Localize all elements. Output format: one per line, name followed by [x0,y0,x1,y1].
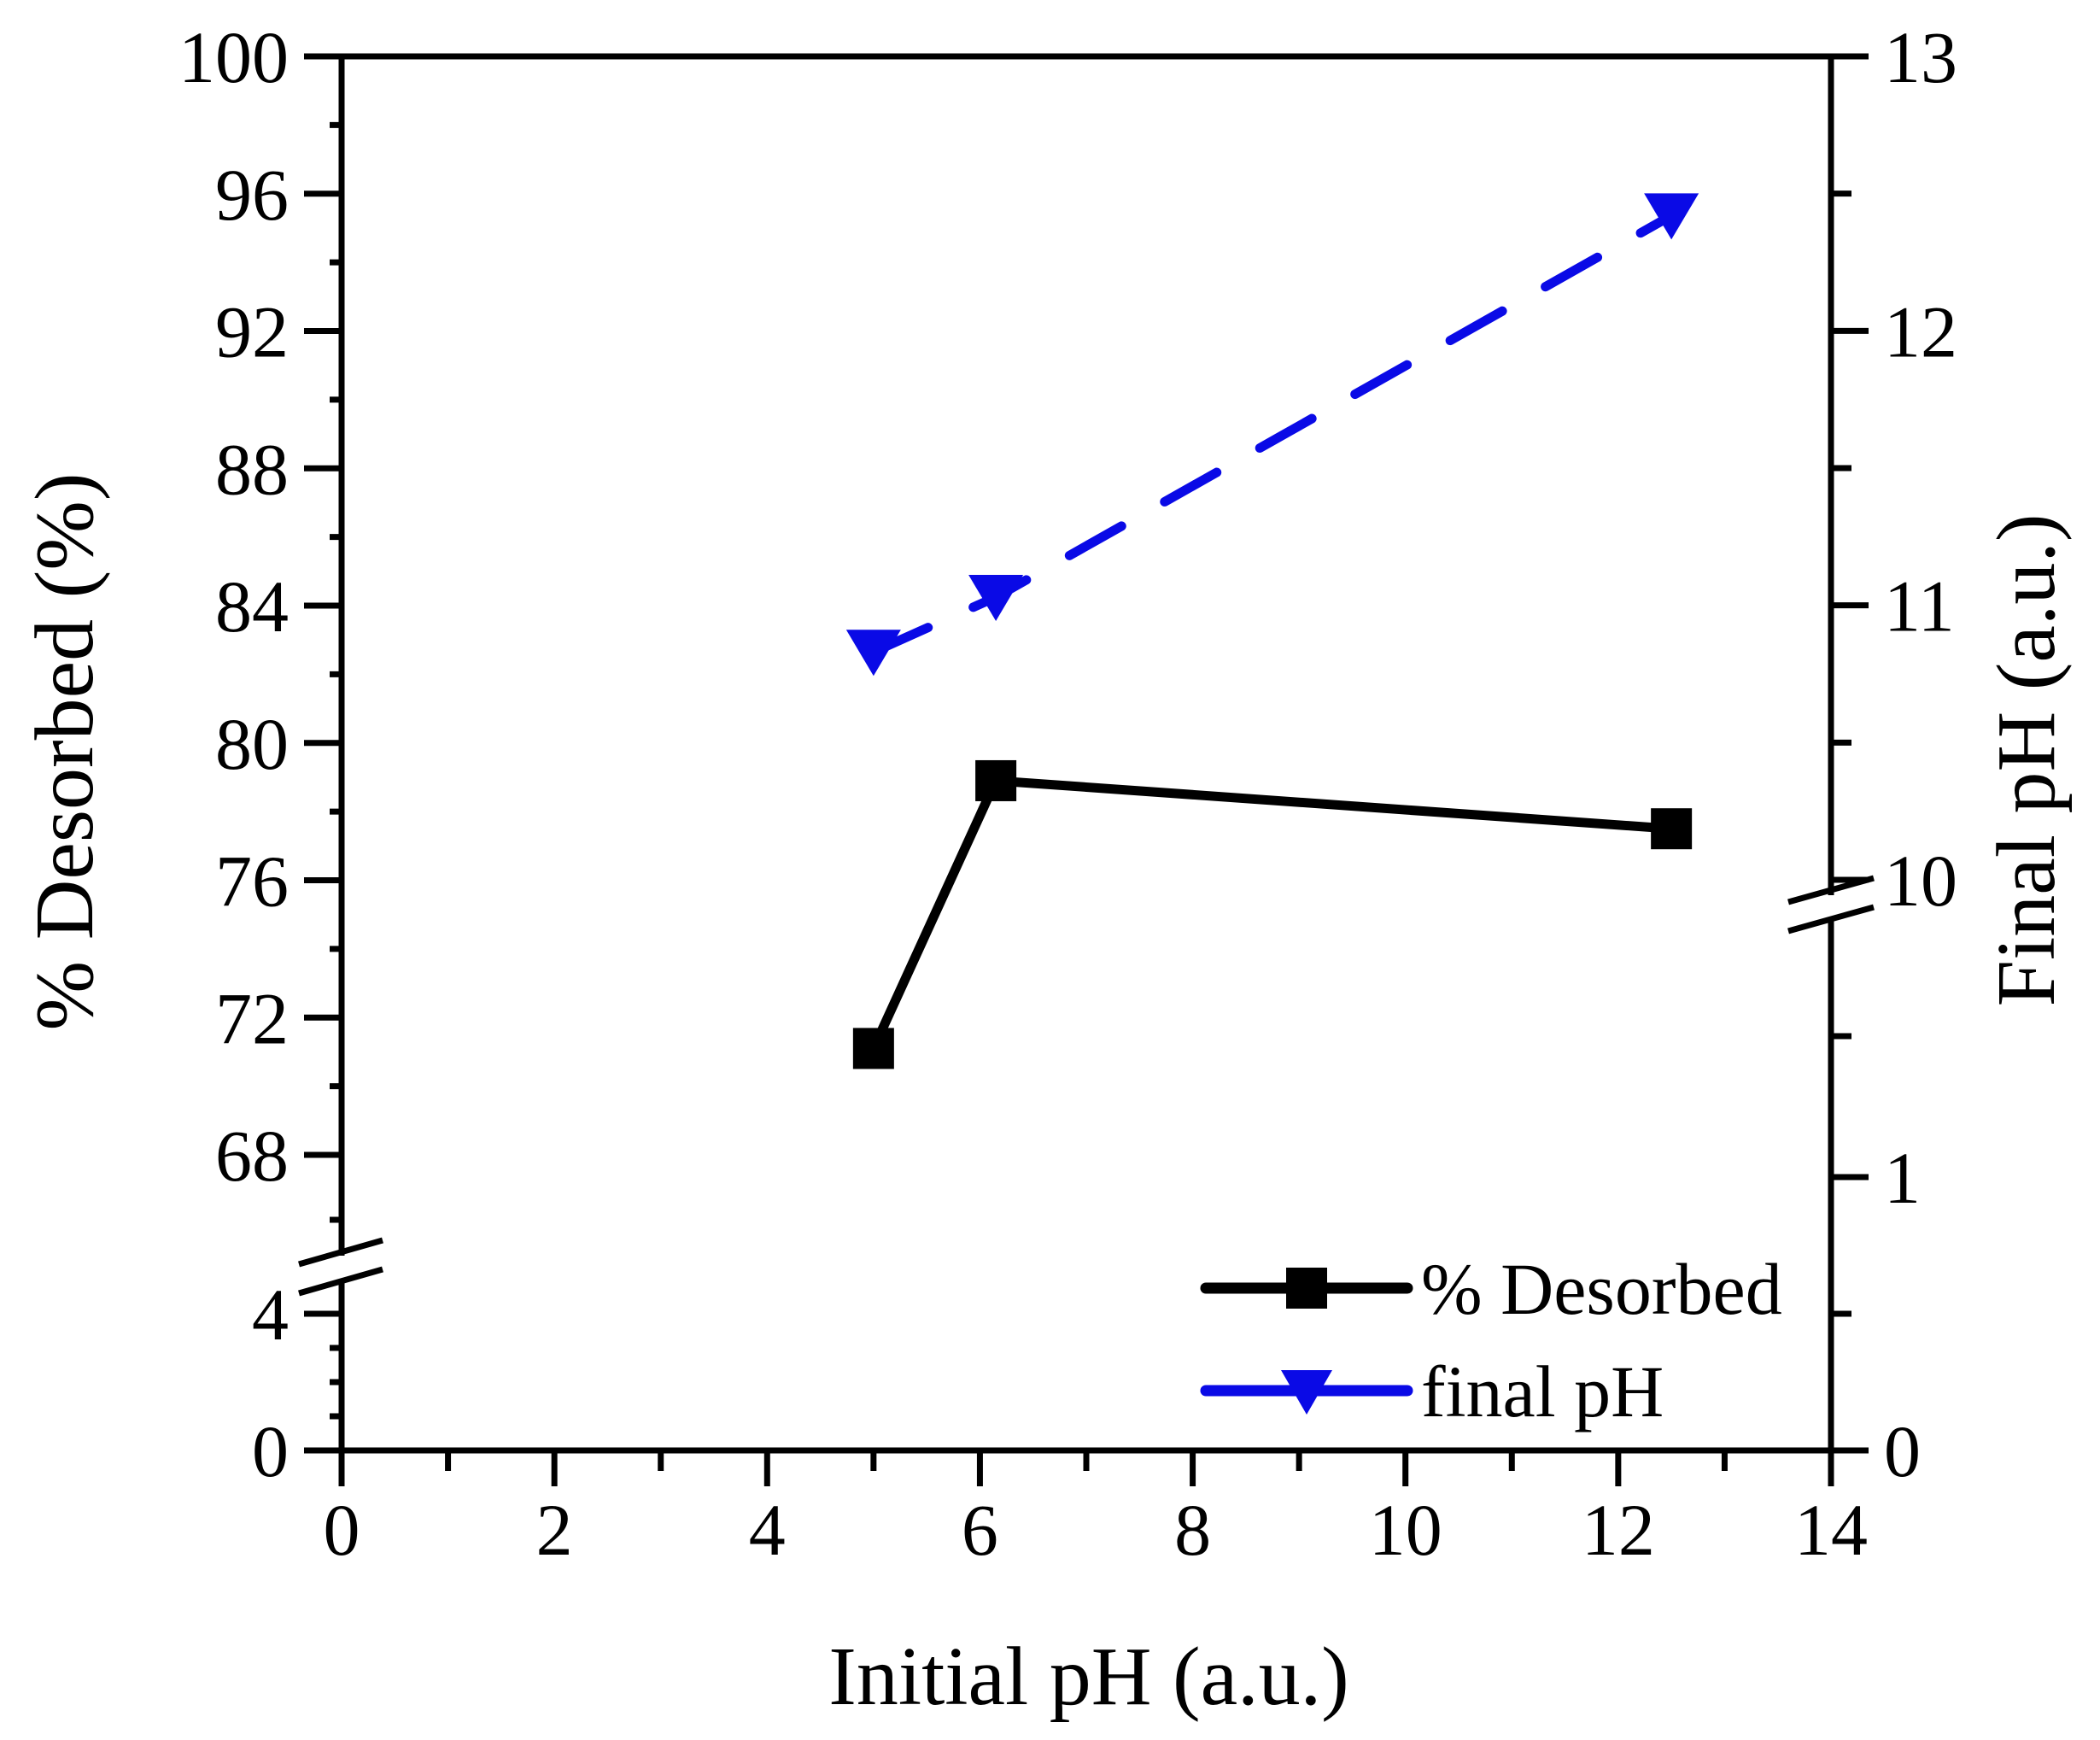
legend-item-final-ph: final pH [1200,1350,1664,1432]
left-y-axis-title: % Desorbed (%) [19,472,111,1030]
left-y-tick-label: 96 [215,154,289,236]
data-point-triangle [1644,193,1699,240]
x-tick-label: 14 [1794,1489,1868,1571]
left-y-tick-label: 84 [215,565,289,647]
right-y-tick-label: 10 [1884,840,1957,922]
x-axis-title: Initial pH (a.u.) [828,1631,1349,1723]
right-y-tick-label: 0 [1884,1410,1921,1492]
right-y-axis-title: Final pH (a.u.) [1980,514,2073,1007]
left-y-tick-label: 4 [252,1274,289,1356]
data-point-square [975,759,1017,801]
legend-label-final-ph: final pH [1421,1350,1664,1432]
left-y-tick-label: 68 [215,1115,289,1197]
x-tick-label: 10 [1369,1489,1442,1571]
right-y-tick-label: 12 [1884,290,1957,372]
legend: % Desorbed final pH [1200,1248,1782,1432]
data-point-square [1651,808,1693,850]
x-tick-label: 6 [962,1489,998,1571]
left-axis-break-mark [298,1266,383,1297]
right-y-tick-label: 13 [1884,16,1957,98]
series-layer [845,193,1699,1069]
left-axis-break-mark [298,1237,383,1268]
left-y-tick-label: 88 [215,428,289,510]
legend-marker-desorbed [1286,1268,1327,1309]
series-line [869,776,1676,1053]
x-tick-label: 12 [1582,1489,1655,1571]
right-axis-break-mark [1787,875,1875,905]
right-axis-break-mark [1787,904,1875,934]
legend-item-desorbed: % Desorbed [1200,1248,1782,1330]
x-tick-label: 4 [749,1489,786,1571]
left-y-tick-label: 100 [178,16,289,98]
axis-breaks [298,875,1875,1297]
right-y-tick-label: 1 [1884,1137,1921,1219]
left-y-tick-label: 0 [252,1410,289,1492]
legend-label-desorbed: % Desorbed [1421,1248,1782,1330]
left-y-tick-label: 92 [215,291,289,373]
data-point-triangle [845,630,901,677]
x-tick-label: 0 [324,1489,360,1571]
left-y-tick-label: 72 [215,977,289,1059]
data-point-triangle [968,575,1024,622]
left-y-tick-label: 76 [215,841,289,923]
right-y-tick-label: 11 [1884,565,1955,647]
left-y-tick-label: 80 [215,703,289,785]
tick-labels: 0 2 4 6 8 10 12 1404687276808488929610001101112… [178,16,1957,1571]
axes-frame [338,53,1834,1454]
series-final-ph [845,193,1699,677]
x-tick-label: 2 [536,1489,573,1571]
data-point-square [852,1028,894,1069]
series-desorbed [852,759,1693,1069]
x-tick-label: 8 [1174,1489,1211,1571]
legend-marker-final-ph [1281,1370,1332,1415]
